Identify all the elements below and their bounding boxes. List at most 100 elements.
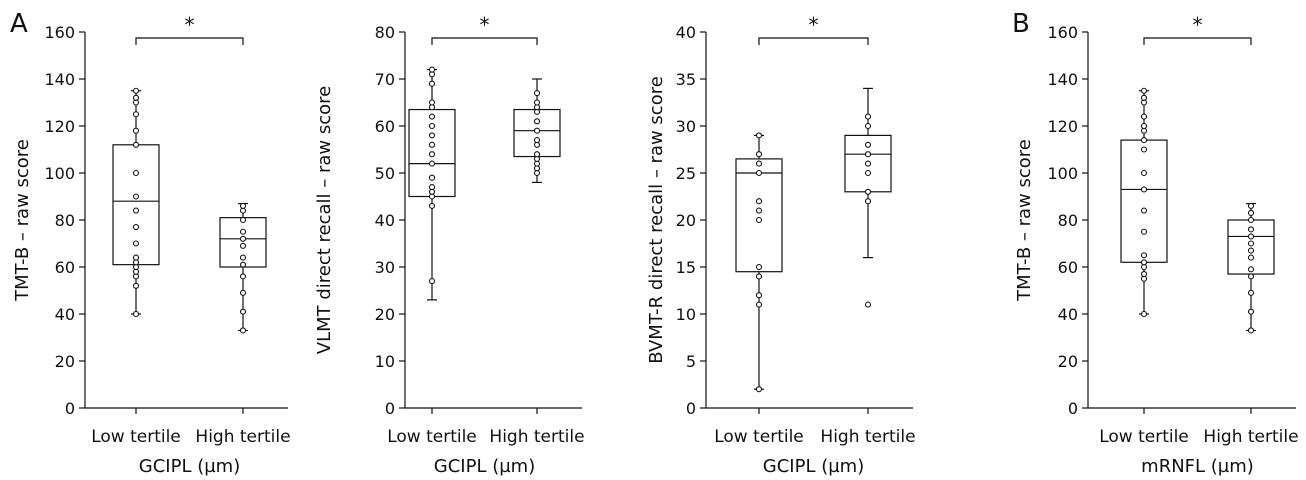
data-point	[1247, 327, 1255, 334]
y-tick-label: 40	[55, 305, 75, 324]
data-point	[1140, 137, 1148, 144]
y-tick-label: 20	[55, 352, 75, 371]
data-point	[1140, 252, 1148, 259]
data-point	[1247, 308, 1255, 315]
data-point	[1140, 94, 1148, 101]
data-point	[1247, 254, 1255, 261]
data-point	[533, 118, 541, 125]
y-tick-label: 0	[1068, 399, 1078, 418]
data-point	[239, 216, 247, 224]
data-point	[1140, 122, 1148, 130]
y-tick-label: 40	[375, 211, 395, 230]
data-point	[864, 198, 872, 205]
category-label: Low tertile	[714, 427, 804, 447]
data-point	[428, 132, 436, 139]
data-point	[864, 122, 872, 130]
data-point	[1140, 186, 1148, 193]
y-tick-label: 160	[1047, 23, 1078, 42]
y-tick-label: 160	[44, 23, 75, 42]
data-point	[428, 122, 436, 130]
data-point	[1140, 259, 1148, 266]
box	[735, 158, 783, 273]
y-tick-label: 0	[65, 399, 75, 418]
data-point	[755, 216, 763, 224]
y-axis-label: TMT-B – raw score	[12, 139, 33, 302]
data-point	[864, 141, 872, 148]
y-tick-label: 0	[385, 399, 395, 418]
data-point	[1140, 310, 1148, 318]
data-point	[132, 254, 140, 261]
y-tick-label: 15	[676, 258, 696, 277]
significance-bracket	[135, 37, 244, 45]
y-tick-label: 10	[375, 352, 395, 371]
data-point	[533, 99, 541, 106]
y-tick-label: 120	[1047, 117, 1078, 136]
data-point	[533, 127, 541, 134]
data-point	[428, 184, 436, 191]
category-label: High tertile	[1203, 427, 1298, 447]
y-tick-label: 60	[375, 117, 395, 136]
data-point	[1247, 226, 1255, 233]
data-point	[132, 141, 140, 148]
data-point	[428, 66, 436, 73]
data-point	[239, 273, 247, 280]
panel-letter: A	[10, 9, 28, 39]
data-point	[1140, 146, 1148, 153]
significance-marker: *	[809, 13, 819, 37]
y-tick-label: 25	[676, 164, 696, 183]
data-point	[864, 169, 872, 177]
data-point	[1140, 113, 1148, 120]
significance-bracket	[431, 37, 538, 45]
y-tick-label: 40	[1058, 305, 1078, 324]
y-tick-label: 80	[1058, 211, 1078, 230]
y-tick-label: 0	[686, 399, 696, 418]
data-point	[239, 327, 247, 334]
data-point	[428, 80, 436, 87]
data-point	[239, 289, 247, 296]
data-point	[1247, 273, 1255, 280]
data-point	[864, 151, 872, 158]
y-tick-label: 60	[1058, 258, 1078, 277]
data-point	[428, 278, 436, 285]
significance-bracket	[758, 37, 869, 45]
data-point	[755, 151, 763, 158]
data-point	[132, 111, 140, 118]
data-point	[428, 99, 436, 106]
significance-bracket	[1143, 37, 1252, 45]
y-axis-label: TMT-B – raw score	[1014, 139, 1035, 302]
data-point	[864, 160, 872, 167]
data-point	[1140, 87, 1148, 94]
data-point	[533, 151, 541, 158]
significance-marker: *	[1193, 13, 1203, 37]
category-label: High tertile	[195, 427, 290, 447]
data-point	[132, 310, 140, 318]
y-tick-label: 100	[1047, 164, 1078, 183]
data-point	[755, 169, 763, 177]
data-point	[1247, 289, 1255, 296]
data-point	[755, 132, 763, 139]
data-point	[239, 261, 247, 268]
data-point	[132, 94, 140, 101]
data-point	[1140, 169, 1148, 177]
data-point	[755, 292, 763, 299]
data-point	[1140, 228, 1148, 235]
data-point	[755, 263, 763, 271]
data-point	[132, 240, 140, 247]
data-point	[428, 174, 436, 181]
data-point	[1247, 209, 1255, 216]
data-point	[239, 202, 247, 209]
box	[112, 144, 160, 266]
data-point	[1140, 270, 1148, 278]
data-point	[864, 113, 872, 120]
y-tick-label: 80	[55, 211, 75, 230]
data-point	[755, 198, 763, 205]
category-label: High tertile	[489, 427, 584, 447]
data-point	[1247, 240, 1255, 247]
data-point	[428, 141, 436, 148]
data-point	[132, 169, 140, 177]
data-point	[132, 87, 140, 94]
y-tick-label: 35	[676, 70, 696, 89]
y-tick-label: 10	[676, 305, 696, 324]
data-point	[1247, 233, 1255, 240]
data-point	[1247, 247, 1255, 254]
